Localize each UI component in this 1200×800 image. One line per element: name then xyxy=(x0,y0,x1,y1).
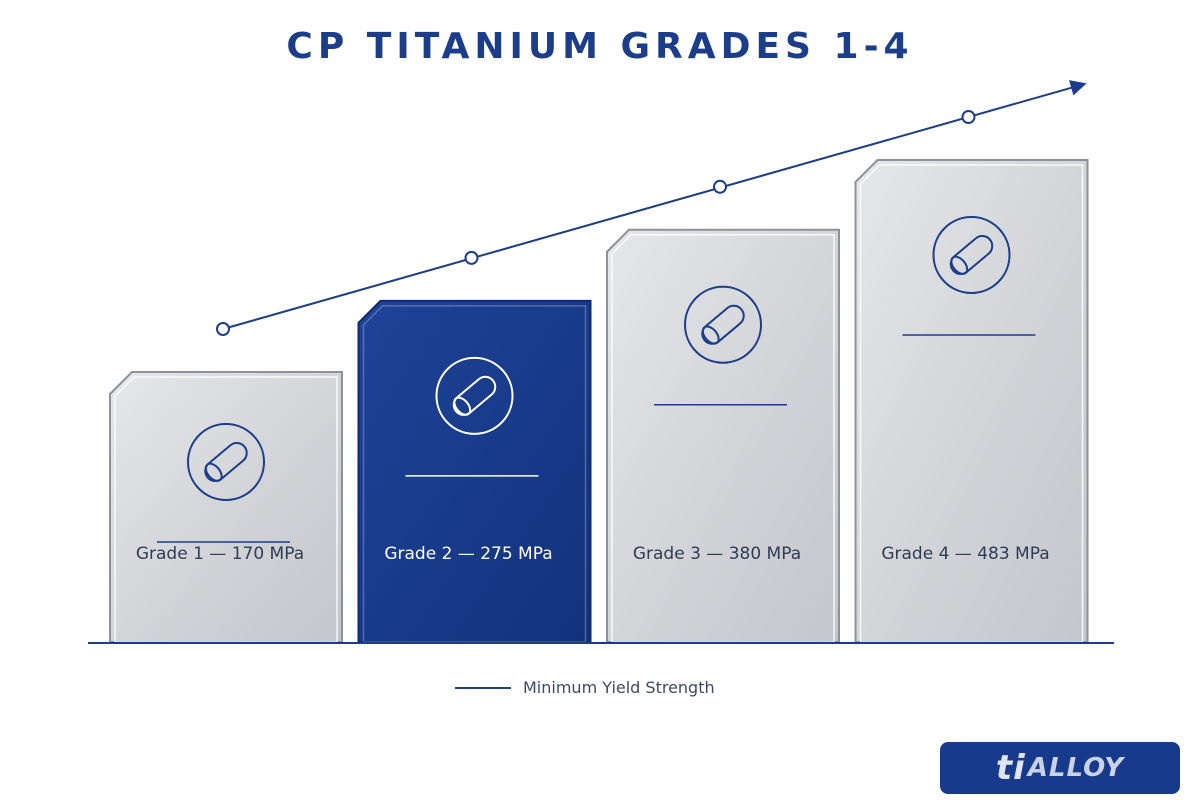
bar-4 xyxy=(854,159,1089,643)
bar-bevel-4 xyxy=(859,164,1084,643)
chart-legend: Minimum Yield Strength xyxy=(455,678,715,697)
chart-title: CP TITANIUM GRADES 1-4 xyxy=(286,26,914,67)
icon-rod-end xyxy=(204,462,223,482)
legend-label: Minimum Yield Strength xyxy=(523,678,715,697)
icon-circle xyxy=(932,216,1011,294)
trend-point-1 xyxy=(216,322,230,336)
bar-label-2: Grade 2 — 275 MPa xyxy=(384,544,552,564)
icon-rod-end xyxy=(950,255,969,275)
bar-group-1: Grade 1 — 170 MPa xyxy=(109,371,343,643)
bar-group-3: Grade 3 — 380 MPa xyxy=(606,228,840,643)
icon-rod-body xyxy=(949,235,994,275)
icon-rod-body xyxy=(452,375,497,416)
bar-bevel-3 xyxy=(611,234,835,643)
bar-bevel-1 xyxy=(114,376,338,643)
icon-rod-body xyxy=(701,304,745,345)
icon-circle xyxy=(684,285,762,364)
bar-2 xyxy=(357,299,592,643)
bar-group-4: Grade 4 — 483 MPa xyxy=(854,159,1089,643)
bar-1 xyxy=(109,371,343,643)
trend-point-4 xyxy=(961,110,976,124)
icon-rod xyxy=(701,304,745,345)
icon-circle xyxy=(187,423,265,501)
company-logo: ti ALLOY xyxy=(940,742,1180,794)
icon-rod xyxy=(204,442,248,482)
icon-rod-end xyxy=(701,325,720,345)
bar-label-4: Grade 4 — 483 MPa xyxy=(881,544,1049,564)
legend-line-swatch xyxy=(455,686,511,689)
titanium-rod-icon xyxy=(187,423,265,501)
titanium-rod-icon xyxy=(684,285,762,364)
logo-prefix: ti xyxy=(995,748,1026,788)
trend-point-2 xyxy=(464,250,479,265)
titanium-rod-icon xyxy=(435,356,514,435)
icon-circle xyxy=(435,356,514,435)
logo-text: ALLOY xyxy=(1027,753,1125,783)
icon-rod xyxy=(949,235,994,275)
titanium-rod-icon xyxy=(932,216,1011,294)
icon-rod xyxy=(452,375,497,416)
icon-rod-end xyxy=(453,396,472,416)
icon-rod-body xyxy=(204,442,248,482)
bar-label-3: Grade 3 — 380 MPa xyxy=(633,544,801,564)
trend-line xyxy=(222,80,1087,330)
bar-group-2: Grade 2 — 275 MPa xyxy=(357,299,592,643)
bar-bevel-2 xyxy=(362,305,587,643)
bar-3 xyxy=(606,228,840,643)
trend-point-3 xyxy=(713,179,727,194)
bar-label-1: Grade 1 — 170 MPa xyxy=(136,544,304,564)
